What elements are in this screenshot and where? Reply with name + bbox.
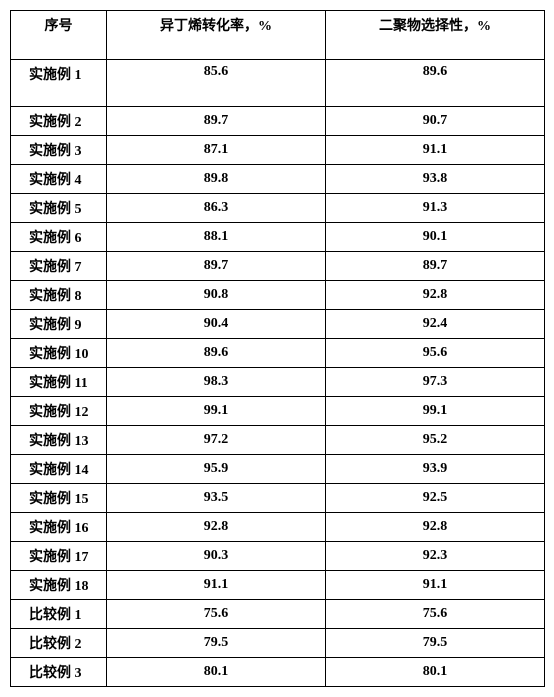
cell-seq: 实施例 4 xyxy=(11,165,107,194)
cell-seq: 实施例 9 xyxy=(11,310,107,339)
cell-selectivity: 75.6 xyxy=(326,600,545,629)
cell-seq: 实施例 7 xyxy=(11,252,107,281)
table-header-row: 序号 异丁烯转化率，% 二聚物选择性，% xyxy=(11,11,545,60)
table-row: 实施例 1790.392.3 xyxy=(11,542,545,571)
cell-selectivity: 89.7 xyxy=(326,252,545,281)
cell-seq: 实施例 18 xyxy=(11,571,107,600)
cell-conversion: 75.6 xyxy=(107,600,326,629)
cell-seq: 实施例 1 xyxy=(11,60,107,107)
cell-seq: 实施例 8 xyxy=(11,281,107,310)
cell-conversion: 80.1 xyxy=(107,658,326,687)
table-row: 实施例 586.391.3 xyxy=(11,194,545,223)
table-row: 实施例 1593.592.5 xyxy=(11,484,545,513)
cell-seq: 实施例 11 xyxy=(11,368,107,397)
cell-conversion: 87.1 xyxy=(107,136,326,165)
cell-conversion: 89.8 xyxy=(107,165,326,194)
col-header-seq: 序号 xyxy=(11,11,107,60)
cell-seq: 实施例 10 xyxy=(11,339,107,368)
cell-selectivity: 80.1 xyxy=(326,658,545,687)
cell-conversion: 88.1 xyxy=(107,223,326,252)
table-row: 实施例 1692.892.8 xyxy=(11,513,545,542)
cell-conversion: 89.7 xyxy=(107,252,326,281)
cell-seq: 实施例 16 xyxy=(11,513,107,542)
table-row: 实施例 1198.397.3 xyxy=(11,368,545,397)
table-row: 实施例 1397.295.2 xyxy=(11,426,545,455)
cell-seq: 实施例 17 xyxy=(11,542,107,571)
cell-selectivity: 79.5 xyxy=(326,629,545,658)
cell-conversion: 85.6 xyxy=(107,60,326,107)
table-row: 实施例 1299.199.1 xyxy=(11,397,545,426)
cell-selectivity: 92.3 xyxy=(326,542,545,571)
cell-selectivity: 99.1 xyxy=(326,397,545,426)
cell-conversion: 99.1 xyxy=(107,397,326,426)
table-row: 实施例 489.893.8 xyxy=(11,165,545,194)
table-row: 比较例 279.579.5 xyxy=(11,629,545,658)
table-row: 比较例 175.675.6 xyxy=(11,600,545,629)
cell-selectivity: 93.8 xyxy=(326,165,545,194)
cell-conversion: 93.5 xyxy=(107,484,326,513)
cell-seq: 实施例 5 xyxy=(11,194,107,223)
cell-selectivity: 95.2 xyxy=(326,426,545,455)
table-row: 实施例 890.892.8 xyxy=(11,281,545,310)
cell-selectivity: 95.6 xyxy=(326,339,545,368)
cell-seq: 实施例 6 xyxy=(11,223,107,252)
cell-seq: 比较例 2 xyxy=(11,629,107,658)
cell-seq: 实施例 15 xyxy=(11,484,107,513)
table-row: 实施例 990.492.4 xyxy=(11,310,545,339)
col-header-selectivity: 二聚物选择性，% xyxy=(326,11,545,60)
cell-conversion: 92.8 xyxy=(107,513,326,542)
cell-conversion: 98.3 xyxy=(107,368,326,397)
cell-conversion: 79.5 xyxy=(107,629,326,658)
table-row: 实施例 789.789.7 xyxy=(11,252,545,281)
cell-selectivity: 92.5 xyxy=(326,484,545,513)
cell-seq: 实施例 12 xyxy=(11,397,107,426)
cell-conversion: 90.8 xyxy=(107,281,326,310)
cell-seq: 实施例 13 xyxy=(11,426,107,455)
col-header-conversion: 异丁烯转化率，% xyxy=(107,11,326,60)
cell-selectivity: 91.1 xyxy=(326,571,545,600)
cell-conversion: 91.1 xyxy=(107,571,326,600)
cell-selectivity: 91.3 xyxy=(326,194,545,223)
cell-selectivity: 97.3 xyxy=(326,368,545,397)
cell-selectivity: 90.7 xyxy=(326,107,545,136)
cell-seq: 比较例 3 xyxy=(11,658,107,687)
cell-seq: 实施例 2 xyxy=(11,107,107,136)
cell-selectivity: 92.8 xyxy=(326,281,545,310)
table-row: 实施例 1495.993.9 xyxy=(11,455,545,484)
table-row: 实施例 1089.695.6 xyxy=(11,339,545,368)
table-row: 实施例 1891.191.1 xyxy=(11,571,545,600)
cell-conversion: 89.6 xyxy=(107,339,326,368)
cell-selectivity: 92.4 xyxy=(326,310,545,339)
cell-conversion: 97.2 xyxy=(107,426,326,455)
table-row: 实施例 185.689.6 xyxy=(11,60,545,107)
cell-selectivity: 92.8 xyxy=(326,513,545,542)
cell-seq: 比较例 1 xyxy=(11,600,107,629)
table-row: 实施例 688.190.1 xyxy=(11,223,545,252)
data-table: 序号 异丁烯转化率，% 二聚物选择性，% 实施例 185.689.6实施例 28… xyxy=(10,10,545,687)
cell-conversion: 89.7 xyxy=(107,107,326,136)
table-body: 实施例 185.689.6实施例 289.790.7实施例 387.191.1实… xyxy=(11,60,545,687)
cell-seq: 实施例 14 xyxy=(11,455,107,484)
cell-selectivity: 91.1 xyxy=(326,136,545,165)
cell-selectivity: 89.6 xyxy=(326,60,545,107)
cell-selectivity: 93.9 xyxy=(326,455,545,484)
table-row: 实施例 387.191.1 xyxy=(11,136,545,165)
cell-conversion: 86.3 xyxy=(107,194,326,223)
cell-conversion: 90.3 xyxy=(107,542,326,571)
cell-conversion: 95.9 xyxy=(107,455,326,484)
cell-selectivity: 90.1 xyxy=(326,223,545,252)
table-row: 实施例 289.790.7 xyxy=(11,107,545,136)
cell-conversion: 90.4 xyxy=(107,310,326,339)
cell-seq: 实施例 3 xyxy=(11,136,107,165)
table-row: 比较例 380.180.1 xyxy=(11,658,545,687)
